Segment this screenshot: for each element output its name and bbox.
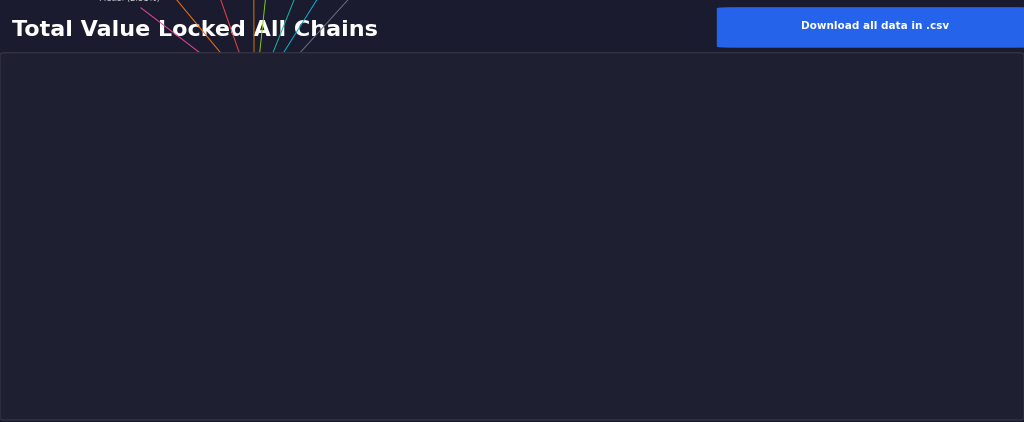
Text: |||: ||| — [766, 392, 775, 401]
Text: ⦾  DefiLlama: ⦾ DefiLlama — [727, 224, 834, 239]
Wedge shape — [221, 90, 246, 230]
Text: Optimism: (34....: Optimism: (34.... — [0, 209, 166, 228]
Text: Milkomeda A1: (0.01%): Milkomeda A1: (0.01%) — [258, 0, 369, 90]
Text: Others: (0%): Others: (0%) — [264, 0, 423, 92]
FancyBboxPatch shape — [527, 385, 554, 412]
Text: ∨: ∨ — [992, 84, 1000, 94]
FancyBboxPatch shape — [987, 385, 1014, 412]
Wedge shape — [242, 90, 246, 230]
Text: SXnetwork: (0.16%): SXnetwork: (0.16%) — [167, 0, 252, 89]
FancyBboxPatch shape — [717, 7, 1024, 48]
Text: Nahmii: (0.05%): Nahmii: (0.05%) — [238, 0, 305, 89]
Wedge shape — [145, 90, 386, 370]
Text: 9: 9 — [887, 84, 894, 94]
Text: Chains: Chains — [928, 84, 966, 94]
Wedge shape — [243, 90, 246, 230]
Text: Arbitrum Nova: (0.06%): Arbitrum Nova: (0.06%) — [204, 0, 303, 89]
Text: Total Value Locked All Chains: Total Value Locked All Chains — [12, 20, 378, 40]
FancyBboxPatch shape — [856, 65, 1023, 112]
Text: Arbitrum: (62....: Arbitrum: (62.... — [340, 274, 513, 284]
Wedge shape — [105, 92, 246, 327]
FancyBboxPatch shape — [525, 384, 1016, 414]
Text: zkSync: (0%): zkSync: (0%) — [260, 0, 384, 90]
Circle shape — [858, 79, 924, 98]
Text: Boba: (0.19%): Boba: (0.19%) — [131, 0, 250, 88]
Text: Metis: (2.31%): Metis: (2.31%) — [98, 0, 247, 88]
Text: Download all data in .csv: Download all data in .csv — [802, 22, 949, 31]
Wedge shape — [245, 90, 246, 230]
